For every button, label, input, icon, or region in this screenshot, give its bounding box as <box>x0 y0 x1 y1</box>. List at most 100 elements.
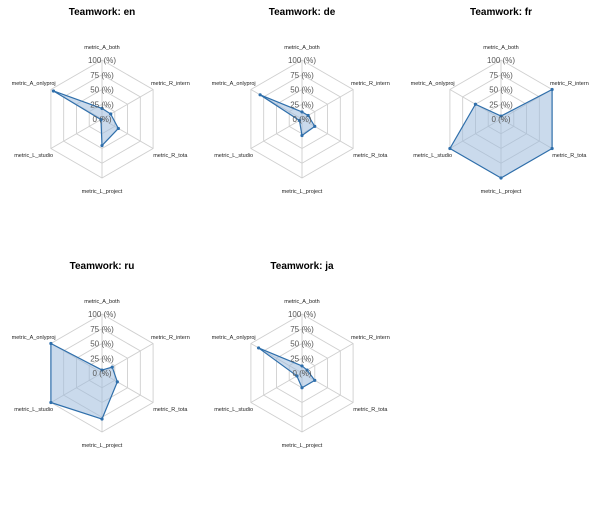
data-point <box>51 89 56 93</box>
data-point <box>295 374 299 378</box>
axis-label: metric_L_studio <box>214 407 253 413</box>
axis-label: metric_R_tota <box>353 407 388 413</box>
tick-label: 50 (%) <box>290 340 314 349</box>
radar-panel: Teamwork: ru 0 (%) 25 (%) 50 (%) 75 (%) 100 (… <box>12 261 190 449</box>
tick-label: 50 (%) <box>90 340 114 349</box>
grid-spoke <box>250 118 303 149</box>
data-point <box>473 102 478 106</box>
grid-spoke <box>301 343 354 374</box>
data-point <box>258 93 262 97</box>
tick-label: 75 (%) <box>290 71 314 80</box>
axis-label: metric_A_onlyproj <box>12 335 56 341</box>
axis-label: metric_R_tota <box>153 153 188 159</box>
tick-label: 0 (%) <box>292 115 311 124</box>
data-point <box>448 146 452 151</box>
data-point <box>300 110 304 114</box>
data-point <box>49 341 53 346</box>
tick-label: 100 (%) <box>88 310 116 319</box>
axis-label: metric_L_project <box>82 189 123 195</box>
axis-label: metric_R_intern <box>151 335 190 341</box>
data-point <box>306 113 310 118</box>
data-point <box>550 146 554 151</box>
axis-label: metric_L_studio <box>14 407 53 413</box>
tick-label: 25 (%) <box>90 100 114 109</box>
tick-label: 25 (%) <box>290 354 314 363</box>
axis-label: metric_R_intern <box>550 81 589 87</box>
data-point <box>313 378 317 382</box>
tick-label: 50 (%) <box>90 86 114 95</box>
data-point <box>297 118 302 123</box>
axis-label: metric_L_studio <box>14 153 53 159</box>
axis-label: metric_L_studio <box>413 153 452 159</box>
axis-label: metric_A_onlyproj <box>12 81 56 87</box>
data-point <box>110 365 114 369</box>
radar-panel: Teamwork: en 0 (%) 25 (%) 50 (%) 75 (%) 100 (… <box>12 7 190 195</box>
data-point <box>100 106 104 110</box>
data-point <box>115 380 119 384</box>
grid-spoke <box>301 89 354 120</box>
tick-label: 100 (%) <box>288 56 316 65</box>
grid-spoke <box>50 118 103 149</box>
data-point <box>550 87 554 92</box>
axis-label: metric_R_tota <box>353 153 388 159</box>
axis-label: metric_L_project <box>282 189 323 195</box>
data-point <box>100 143 104 148</box>
chart-title: Teamwork: ja <box>270 261 334 272</box>
radar-panel: Teamwork: fr 0 (%) 25 (%) 50 (%) 75 (%) 100 (… <box>411 7 589 195</box>
chart-title: Teamwork: fr <box>470 7 532 18</box>
axis-label: metric_A_both <box>483 45 518 51</box>
grid-spoke <box>250 372 303 403</box>
tick-label: 50 (%) <box>290 86 314 95</box>
data-point <box>499 114 503 118</box>
data-point <box>300 133 304 138</box>
tick-label: 100 (%) <box>288 310 316 319</box>
tick-label: 25 (%) <box>290 100 314 109</box>
axis-label: metric_R_tota <box>153 407 188 413</box>
tick-label: 25 (%) <box>90 354 114 363</box>
tick-label: 75 (%) <box>290 325 314 334</box>
data-point <box>256 346 261 350</box>
axis-label: metric_R_intern <box>151 81 190 87</box>
tick-label: 0 (%) <box>292 369 311 378</box>
axis-label: metric_L_project <box>481 189 522 195</box>
chart-title: Teamwork: de <box>269 7 336 18</box>
tick-label: 0 (%) <box>92 115 111 124</box>
axis-label: metric_R_intern <box>351 81 390 87</box>
axis-label: metric_L_project <box>82 443 123 449</box>
data-point <box>300 364 304 368</box>
data-point <box>300 386 304 390</box>
data-point <box>49 400 53 405</box>
data-point <box>116 126 120 131</box>
data-point <box>109 112 113 116</box>
axis-label: metric_R_intern <box>351 335 390 341</box>
axis-label: metric_L_studio <box>214 153 253 159</box>
tick-label: 50 (%) <box>489 86 513 95</box>
data-point <box>99 117 103 122</box>
axis-label: metric_A_both <box>284 45 319 51</box>
axis-label: metric_R_tota <box>552 153 587 159</box>
radar-panel: Teamwork: de 0 (%) 25 (%) 50 (%) 75 (%) 100 (… <box>212 7 390 195</box>
axis-label: metric_A_onlyproj <box>212 81 256 87</box>
tick-label: 75 (%) <box>90 325 114 334</box>
chart-title: Teamwork: ru <box>70 261 135 272</box>
tick-label: 75 (%) <box>90 71 114 80</box>
radar-panel: Teamwork: ja 0 (%) 25 (%) 50 (%) 75 (%) 100 (… <box>212 261 390 449</box>
tick-label: 100 (%) <box>487 56 515 65</box>
axis-label: metric_A_both <box>84 299 119 305</box>
axis-label: metric_A_both <box>284 299 319 305</box>
axis-label: metric_A_onlyproj <box>411 81 455 87</box>
tick-label: 100 (%) <box>88 56 116 65</box>
axis-label: metric_A_onlyproj <box>212 335 256 341</box>
tick-label: 75 (%) <box>489 71 513 80</box>
tick-label: 0 (%) <box>491 115 510 124</box>
data-point <box>313 124 317 128</box>
tick-label: 25 (%) <box>489 100 513 109</box>
data-point <box>305 368 309 372</box>
axis-label: metric_L_project <box>282 443 323 449</box>
data-point <box>100 417 104 421</box>
tick-label: 0 (%) <box>92 369 111 378</box>
axis-label: metric_A_both <box>84 45 119 51</box>
chart-title: Teamwork: en <box>69 7 136 18</box>
